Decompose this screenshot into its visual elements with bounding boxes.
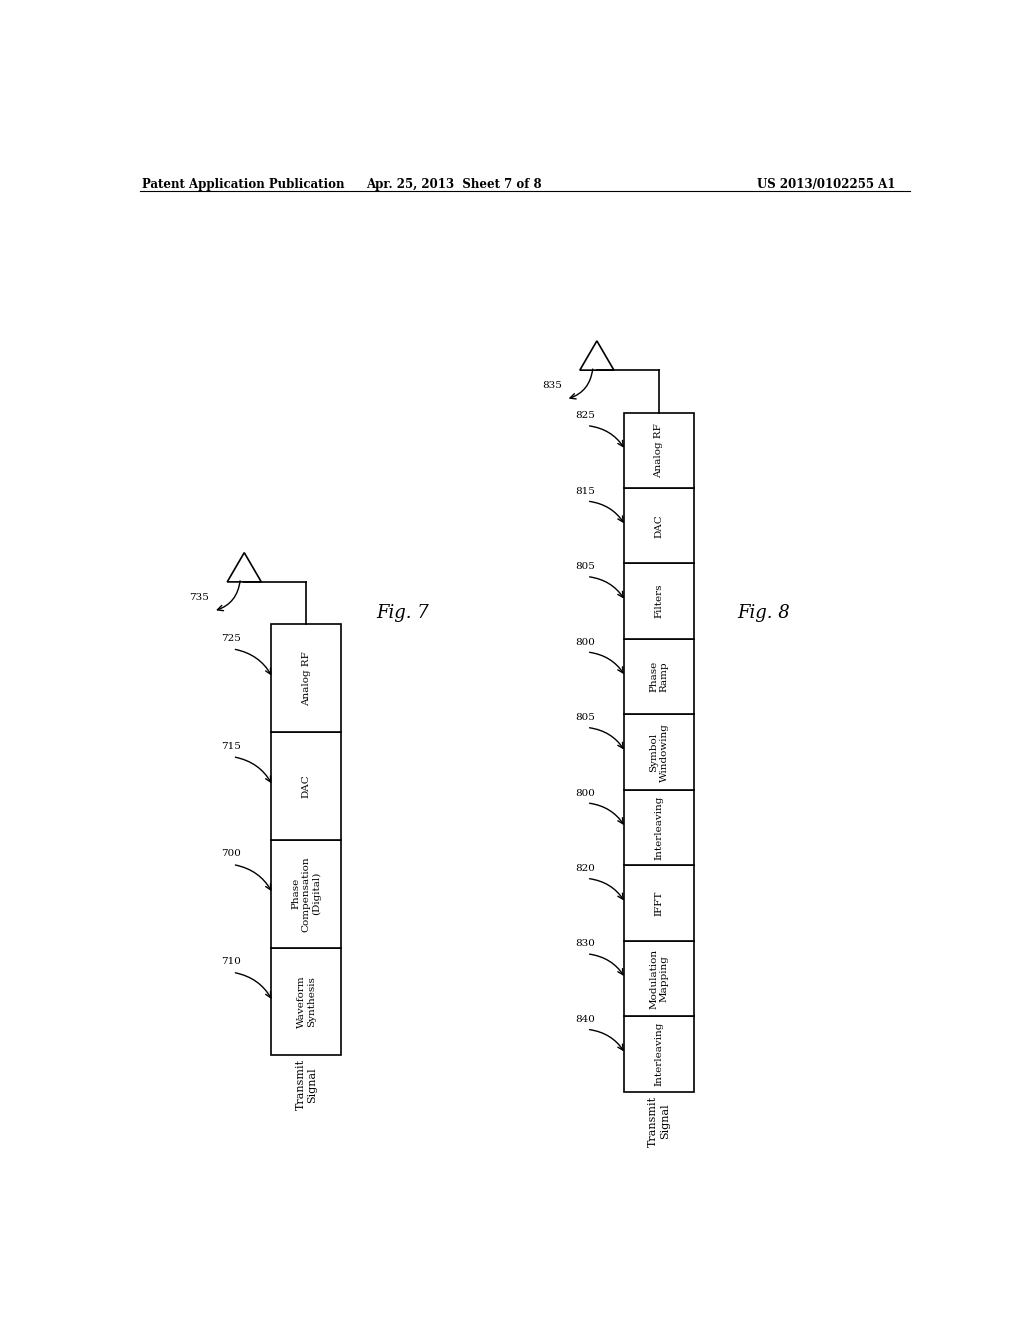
Bar <box>624 789 693 866</box>
Text: 800: 800 <box>575 638 595 647</box>
Text: Interleaving: Interleaving <box>654 796 664 859</box>
Bar <box>624 1016 693 1092</box>
Bar <box>624 941 693 1016</box>
Text: Transmit
Signal: Transmit Signal <box>648 1096 670 1147</box>
Text: Modulation
Mapping: Modulation Mapping <box>649 948 669 1008</box>
Bar <box>624 564 693 639</box>
Text: Phase
Ramp: Phase Ramp <box>649 661 669 692</box>
Bar <box>271 840 341 948</box>
Text: 700: 700 <box>221 849 241 858</box>
Bar <box>271 624 341 733</box>
Text: 805: 805 <box>575 562 595 572</box>
Text: Apr. 25, 2013  Sheet 7 of 8: Apr. 25, 2013 Sheet 7 of 8 <box>366 178 542 190</box>
Bar <box>271 948 341 1056</box>
Text: Symbol
Windowing: Symbol Windowing <box>649 722 669 781</box>
Text: DAC: DAC <box>302 774 310 797</box>
Text: 835: 835 <box>542 381 562 389</box>
Bar <box>271 733 341 840</box>
Text: 710: 710 <box>221 957 241 966</box>
Text: Fig. 8: Fig. 8 <box>737 603 790 622</box>
Text: Interleaving: Interleaving <box>654 1022 664 1086</box>
Text: Patent Application Publication: Patent Application Publication <box>142 178 344 190</box>
Text: 820: 820 <box>575 865 595 873</box>
Text: IFFT: IFFT <box>654 890 664 916</box>
Text: US 2013/0102255 A1: US 2013/0102255 A1 <box>757 178 895 190</box>
Bar <box>624 639 693 714</box>
Text: Fig. 7: Fig. 7 <box>377 603 429 622</box>
Text: 815: 815 <box>575 487 595 496</box>
Text: 830: 830 <box>575 940 595 949</box>
Text: 725: 725 <box>221 634 241 643</box>
Text: 805: 805 <box>575 713 595 722</box>
Text: 715: 715 <box>221 742 241 751</box>
Text: 825: 825 <box>575 412 595 420</box>
Text: 840: 840 <box>575 1015 595 1024</box>
Text: Transmit
Signal: Transmit Signal <box>296 1059 317 1110</box>
Text: 735: 735 <box>189 593 209 602</box>
Text: 800: 800 <box>575 788 595 797</box>
Bar <box>624 866 693 941</box>
Bar <box>624 412 693 488</box>
Bar <box>624 714 693 789</box>
Text: Analog RF: Analog RF <box>654 422 664 478</box>
Text: DAC: DAC <box>654 513 664 537</box>
Bar <box>624 488 693 564</box>
Text: Phase
Compensation
(Digital): Phase Compensation (Digital) <box>291 855 322 932</box>
Text: Waveform
Synthesis: Waveform Synthesis <box>297 975 316 1028</box>
Text: Analog RF: Analog RF <box>302 651 310 705</box>
Text: Filters: Filters <box>654 583 664 618</box>
